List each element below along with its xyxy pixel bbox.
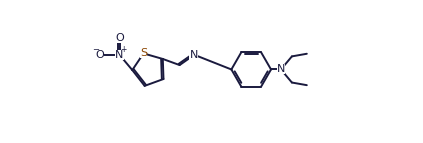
Text: N: N <box>277 64 285 75</box>
Text: N: N <box>115 50 124 60</box>
Text: O: O <box>115 33 124 43</box>
Text: S: S <box>140 48 147 58</box>
Text: −: − <box>92 45 99 54</box>
Text: N: N <box>190 50 198 60</box>
Text: O: O <box>95 50 104 60</box>
Text: +: + <box>120 45 126 54</box>
